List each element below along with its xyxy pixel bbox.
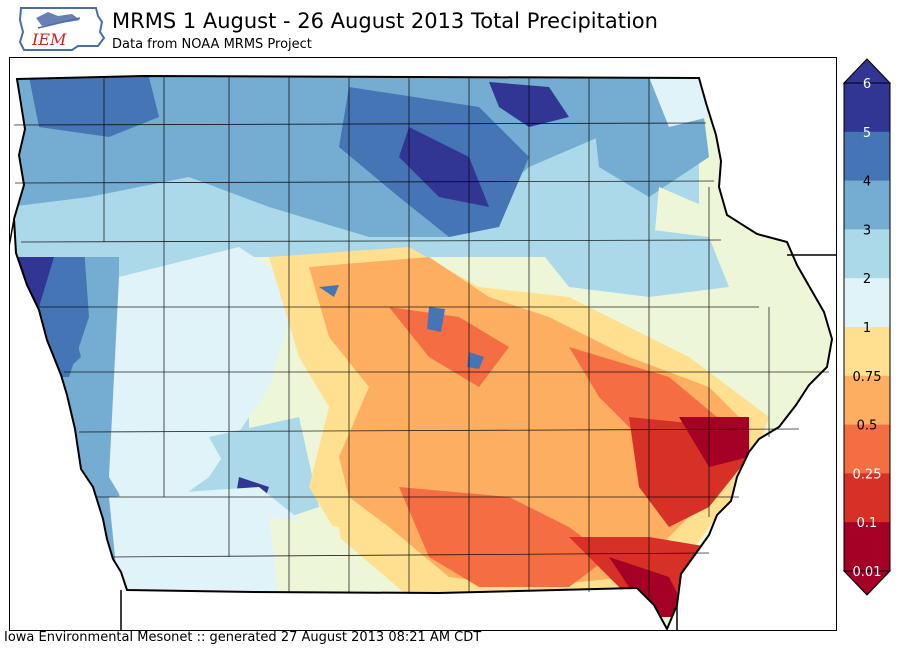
colorbar-segment — [844, 522, 890, 572]
colorbar-segment — [844, 278, 890, 328]
colorbar-label: 0.25 — [853, 467, 882, 482]
precip-field — [14, 76, 832, 629]
colorbar-segment — [844, 375, 890, 426]
iem-logo: IEM — [18, 2, 108, 54]
colorbar-label: 6 — [863, 77, 871, 92]
county-lines — [13, 77, 829, 597]
colorbar-label: 1 — [863, 321, 871, 336]
colorbar-label: 4 — [863, 175, 871, 190]
colorbar-segment — [844, 473, 890, 523]
colorbar-label: 3 — [863, 223, 871, 238]
colorbar-segment — [844, 131, 890, 182]
colorbar-label: 0.1 — [857, 516, 878, 531]
colorbar-segment — [844, 327, 890, 377]
colorbar-segment — [844, 229, 890, 279]
colorbar-label: 5 — [863, 126, 871, 141]
precipitation-map — [9, 75, 837, 631]
colorbar-segment — [844, 83, 890, 133]
colorbar-label: 0.75 — [853, 370, 882, 385]
state-boundaries — [9, 218, 837, 631]
map-title: MRMS 1 August - 26 August 2013 Total Pre… — [112, 9, 658, 33]
footer-credit: Iowa Environmental Mesonet :: generated … — [4, 630, 482, 645]
colorbar-label: 2 — [863, 272, 871, 287]
colorbar-label: 0.5 — [857, 419, 878, 434]
logo-text: IEM — [31, 30, 67, 49]
colorbar-label: 0.01 — [853, 565, 882, 580]
precip-colorbar: 6 5 4 3 2 1 0.75 0.5 0.25 0.1 0.01 — [842, 58, 892, 596]
colorbar-segment — [844, 180, 890, 230]
map-subtitle: Data from NOAA MRMS Project — [112, 37, 312, 52]
colorbar-segment — [844, 424, 890, 474]
